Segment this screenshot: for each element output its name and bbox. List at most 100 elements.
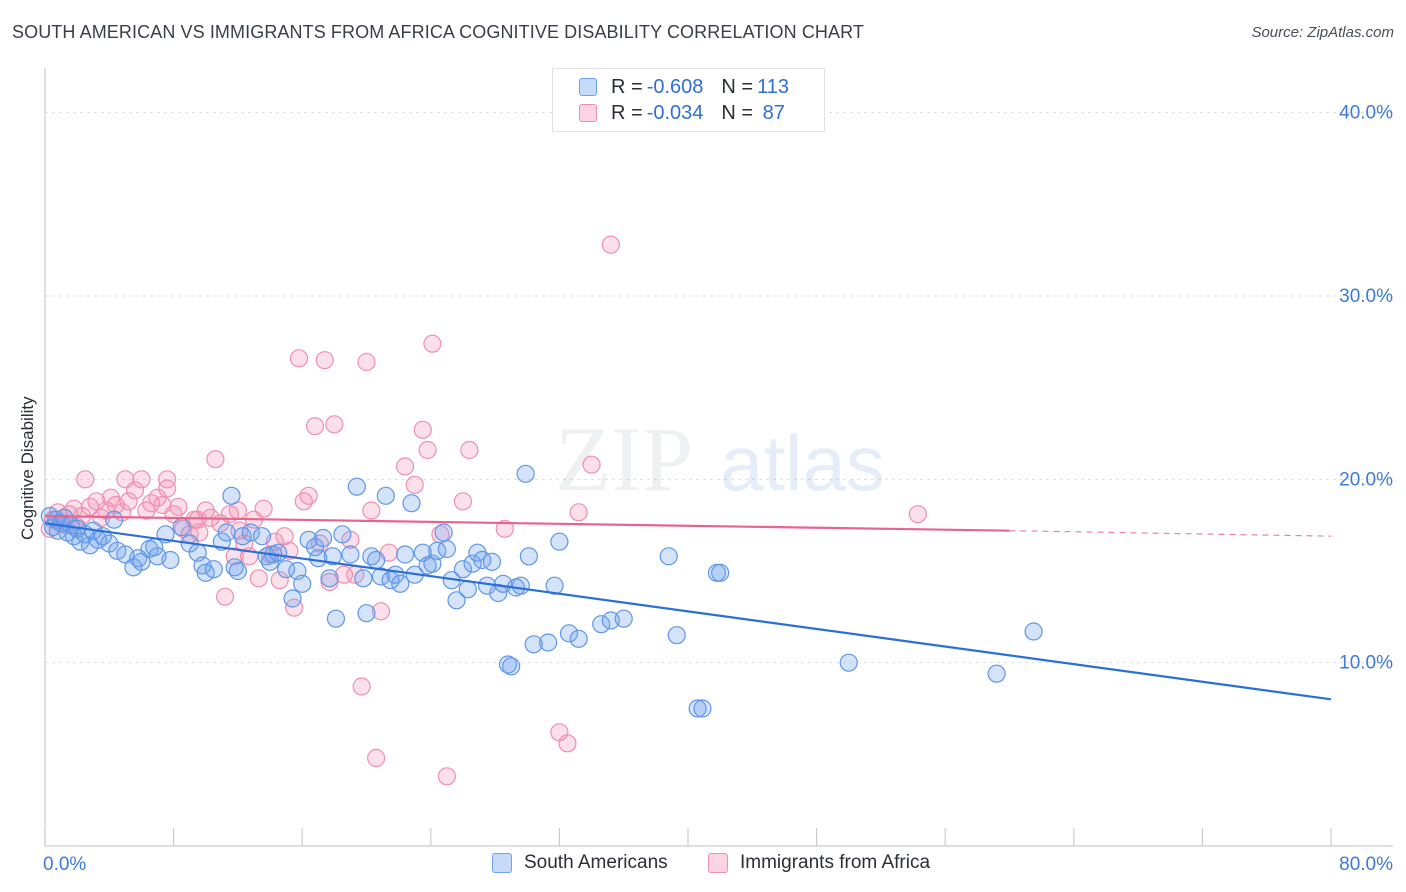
africa-point <box>367 748 386 768</box>
south-american-point <box>333 525 352 544</box>
africa-point <box>289 349 309 368</box>
africa-point <box>352 677 371 696</box>
south-american-point <box>323 547 342 566</box>
legend-r-label: R = <box>611 75 643 98</box>
south-american-point <box>172 517 191 537</box>
south-american-point <box>132 552 151 571</box>
south-american-point <box>463 554 482 573</box>
legend-r-value: -0.034 <box>646 101 704 124</box>
africa-points <box>40 235 927 786</box>
south-american-point <box>1024 622 1043 641</box>
africa-point <box>119 492 138 511</box>
south-american-point <box>299 530 318 549</box>
africa-point <box>395 457 415 476</box>
africa-point <box>87 492 106 511</box>
south-american-point <box>519 547 538 566</box>
south-americans-trend-line <box>44 522 1332 701</box>
africa-point <box>188 510 207 529</box>
south-american-point <box>277 560 296 579</box>
south-american-point <box>161 550 180 570</box>
tick-labels: 10.0% 20.0% 30.0% 40.0% 0.0% 80.0% <box>43 103 1393 875</box>
south-american-point <box>395 545 415 564</box>
africa-point <box>362 501 381 520</box>
trend-lines <box>44 514 1332 701</box>
south-american-point <box>516 464 535 483</box>
africa-point <box>405 475 424 494</box>
south-american-point <box>293 574 312 593</box>
africa-point <box>294 492 313 511</box>
legend-n-value: 113 <box>757 75 789 98</box>
legend-r-value: -0.608 <box>646 75 704 98</box>
south-american-point <box>341 545 360 564</box>
south-american-point <box>268 543 288 562</box>
africa-point <box>275 527 294 546</box>
south-american-point <box>376 486 395 505</box>
axes <box>44 68 1393 847</box>
africa-trend-extension <box>1009 530 1332 537</box>
correlation-legend: R = -0.608 N = 113 R = -0.034 N = 87 <box>552 68 825 132</box>
africa-point <box>569 503 588 522</box>
legend-label-south: South Americans <box>524 852 668 873</box>
south-american-point <box>347 477 366 496</box>
south-american-point <box>320 569 339 588</box>
south-american-point <box>357 604 376 623</box>
south-american-point <box>371 567 391 586</box>
south-american-point <box>458 580 477 599</box>
south-american-point <box>502 657 521 676</box>
africa-point <box>285 598 304 617</box>
series-legend: South Americans Immigrants from Africa <box>0 852 1406 878</box>
africa-point <box>299 486 318 505</box>
south-american-point <box>569 629 588 648</box>
south-american-point <box>313 528 333 548</box>
x-tick-label: 80.0% <box>1339 854 1393 875</box>
south-american-point <box>222 486 241 505</box>
south-american-point <box>453 560 473 579</box>
africa-point <box>357 352 376 372</box>
africa-point <box>371 602 391 621</box>
africa-point <box>453 492 473 511</box>
africa-point <box>270 571 289 590</box>
africa-point <box>495 519 514 538</box>
y-tick-label: 20.0% <box>1339 469 1393 490</box>
watermark-zip: ZIP <box>555 408 693 510</box>
south-american-point <box>241 523 260 542</box>
africa-point <box>206 450 225 469</box>
africa-point <box>413 420 432 439</box>
south-american-point <box>511 576 530 595</box>
africa-point <box>254 499 273 518</box>
south-american-point <box>437 539 456 559</box>
africa-point <box>601 235 620 254</box>
south-american-point <box>498 655 518 674</box>
y-tick-label: 40.0% <box>1339 103 1393 124</box>
africa-point <box>158 479 177 498</box>
legend-item-immigrants-africa: Immigrants from Africa <box>708 852 930 874</box>
south-american-point <box>283 589 302 608</box>
south-american-point <box>559 624 579 643</box>
africa-point <box>423 334 442 353</box>
africa-point <box>325 415 344 434</box>
africa-point <box>169 497 188 516</box>
legend-swatch-south <box>492 853 512 873</box>
south-american-point <box>434 523 453 542</box>
y-tick-label: 10.0% <box>1339 653 1393 674</box>
legend-n-label: N = <box>721 75 754 98</box>
africa-point <box>315 351 334 370</box>
africa-point <box>116 470 135 489</box>
south-american-point <box>447 591 466 610</box>
south-american-point <box>667 626 686 645</box>
legend-label-africa: Immigrants from Africa <box>740 852 931 873</box>
africa-point <box>305 417 325 436</box>
south-american-point <box>326 609 346 628</box>
watermark-atlas: atlas <box>720 419 885 507</box>
africa-point <box>437 767 456 786</box>
legend-r-label: R = <box>611 101 643 124</box>
south-american-point <box>105 510 124 529</box>
legend-item-south-americans: South Americans <box>492 852 668 874</box>
south-american-point <box>539 633 558 652</box>
south-american-point <box>217 523 236 542</box>
africa-point <box>460 440 479 460</box>
south-american-point <box>524 635 543 654</box>
africa-point <box>132 470 151 489</box>
south-american-point <box>402 494 421 513</box>
